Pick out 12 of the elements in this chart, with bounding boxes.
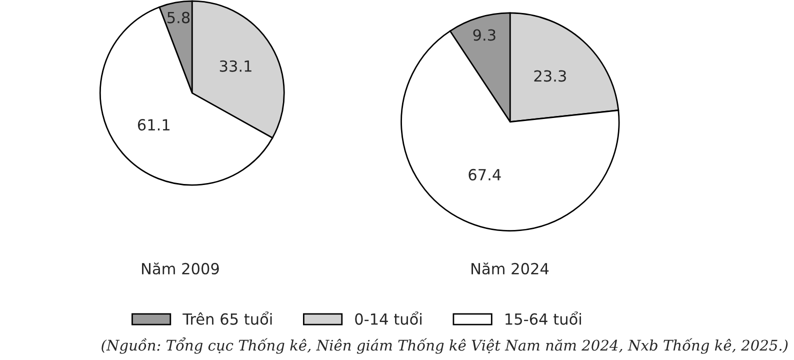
data-label: 9.3 — [473, 29, 496, 41]
legend-label: 0-14 tuổi — [355, 311, 422, 325]
data-label: 5.8 — [168, 12, 190, 24]
data-label: 61.1 — [138, 119, 170, 131]
text: (Nguồn: Tổng cục Thống kê, Niên giám Thống kê Việt Nam năm 2024, Nxb Thống kê, 2025.) — [102, 337, 788, 354]
legend-label: Trên 65 tuổi — [182, 311, 272, 325]
data-label: 67.4 — [468, 168, 501, 180]
text: Năm 2009 — [142, 262, 219, 274]
data-label: 23.3 — [534, 70, 566, 82]
text: Năm 2024 — [472, 262, 549, 274]
data-label: 33.1 — [220, 60, 252, 72]
legend-label: 15-64 tuổi — [506, 311, 581, 325]
